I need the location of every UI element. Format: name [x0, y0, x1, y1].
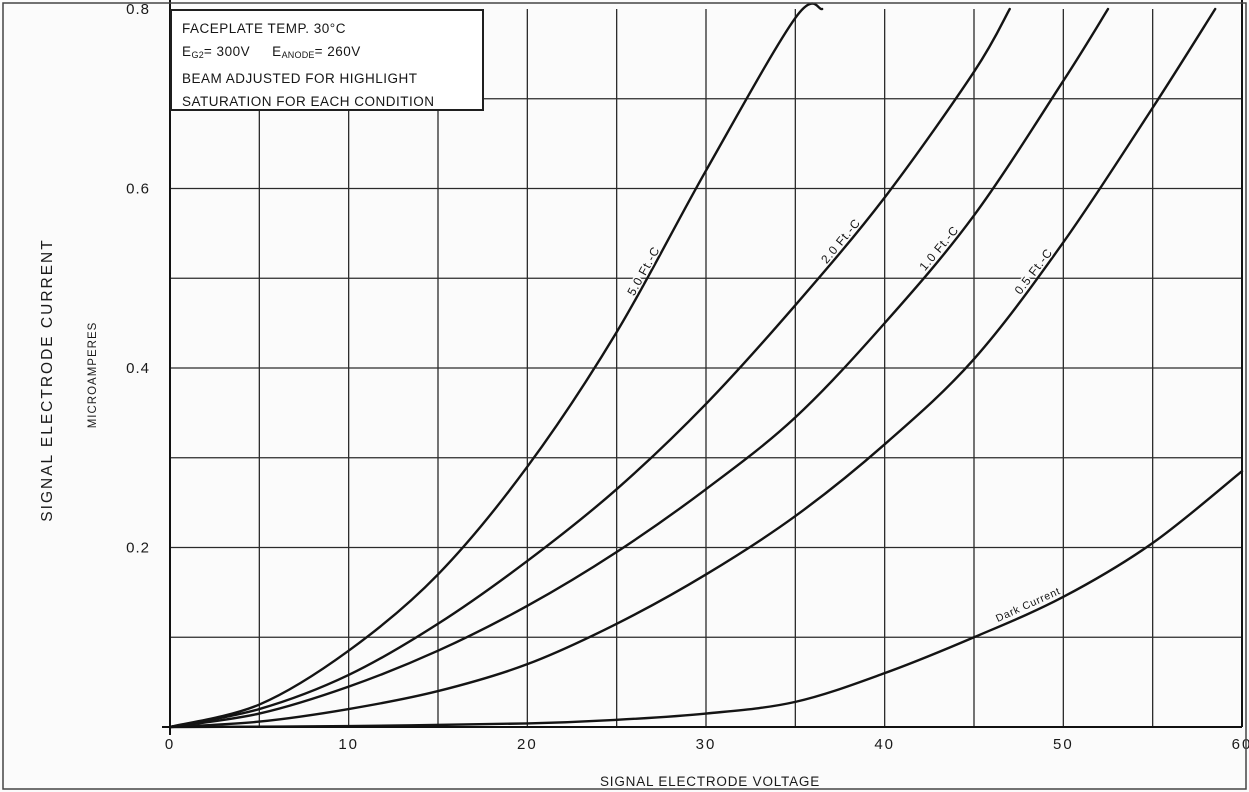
x-tick-label: 60: [1232, 736, 1249, 753]
eanode-subscript: ANODE: [281, 50, 315, 60]
annotation-beam-adjusted: BEAM ADJUSTED FOR HIGHLIGHT: [182, 71, 418, 86]
y-tick-label: 0.8: [126, 1, 150, 18]
series-label: 1.0 Ft.-C: [916, 223, 961, 273]
eg2-value: = 300V: [203, 44, 251, 59]
y-axis-title: SIGNAL ELECTRODE CURRENT: [39, 238, 56, 521]
tick-labels: 0 10 20 30 40 50 60 0.2 0.4 0.6 0.8: [126, 1, 1249, 753]
x-tick-label: 40: [874, 736, 895, 753]
series-line: [168, 2, 824, 729]
series-line: [168, 470, 1244, 729]
eg2-symbol: E: [182, 44, 192, 59]
x-tick-label: 30: [696, 736, 717, 753]
x-tick-label: 10: [338, 736, 359, 753]
x-axis-title: SIGNAL ELECTRODE VOLTAGE: [600, 774, 820, 789]
series-label: 5.0 Ft.-C: [624, 244, 662, 298]
x-tick-label: 0: [165, 736, 175, 753]
series-label: 2.0 Ft.-C: [818, 216, 863, 266]
series-lines: [168, 2, 1244, 729]
x-tick-label: 50: [1053, 736, 1074, 753]
series-line: [168, 7, 1217, 729]
y-tick-label: 0.2: [126, 540, 150, 557]
annotation-saturation: SATURATION FOR EACH CONDITION: [182, 94, 435, 109]
series-line: [168, 7, 1011, 729]
y-axis-units: MICROAMPERES: [87, 322, 99, 429]
series-label: Dark Current: [994, 585, 1062, 625]
eanode-symbol: E: [272, 44, 282, 59]
series-label: 0.5 Ft.-C: [1012, 246, 1056, 297]
eanode-value: = 260V: [314, 44, 361, 59]
series-line: [168, 7, 1110, 729]
grid: [170, 9, 1242, 727]
y-tick-label: 0.4: [126, 360, 150, 377]
annotation-voltages: EG2= 300V EANODE= 260V: [182, 40, 474, 67]
y-tick-label: 0.6: [126, 181, 150, 198]
eg2-subscript: G2: [191, 50, 204, 60]
annotation-faceplate-temp: FACEPLATE TEMP. 30°C: [182, 21, 346, 36]
x-tick-label: 20: [517, 736, 538, 753]
conditions-annotation-box: FACEPLATE TEMP. 30°C EG2= 300V EANODE= 26…: [170, 9, 484, 111]
